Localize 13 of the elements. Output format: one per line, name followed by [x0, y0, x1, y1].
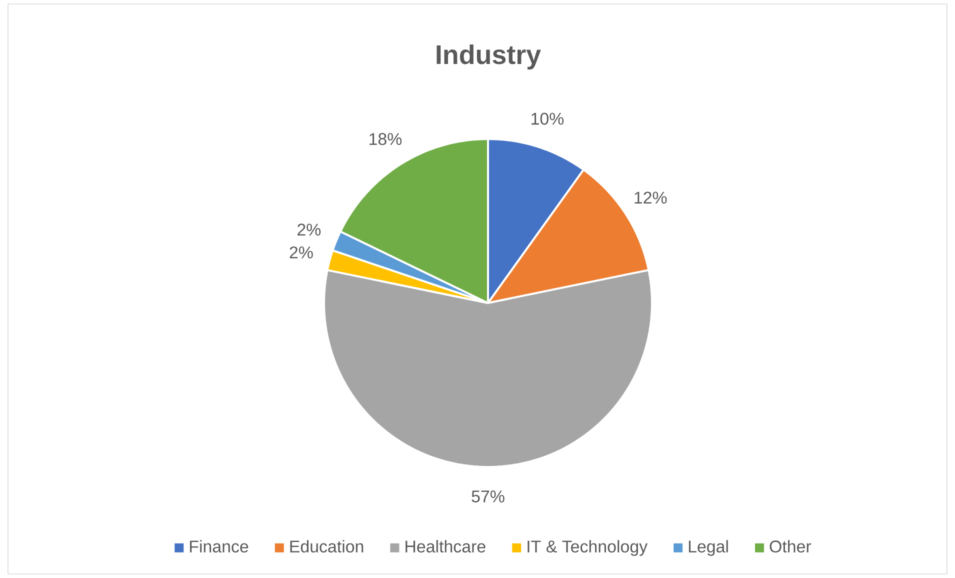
legend-label: Other — [770, 540, 812, 553]
data-label: 10% — [532, 112, 564, 125]
chart-title: Industry — [436, 44, 541, 70]
legend-label: Healthcare — [406, 540, 486, 553]
data-label: 2% — [298, 224, 321, 236]
legend-label: IT & Technology — [528, 540, 648, 556]
data-label: 57% — [472, 490, 504, 502]
legend-label: Legal — [688, 540, 728, 556]
data-label: 12% — [634, 192, 667, 204]
data-label: 2% — [290, 246, 313, 258]
legend-label: Finance — [190, 540, 248, 553]
legend-label: Education — [290, 540, 364, 553]
data-label: 18% — [370, 133, 402, 146]
